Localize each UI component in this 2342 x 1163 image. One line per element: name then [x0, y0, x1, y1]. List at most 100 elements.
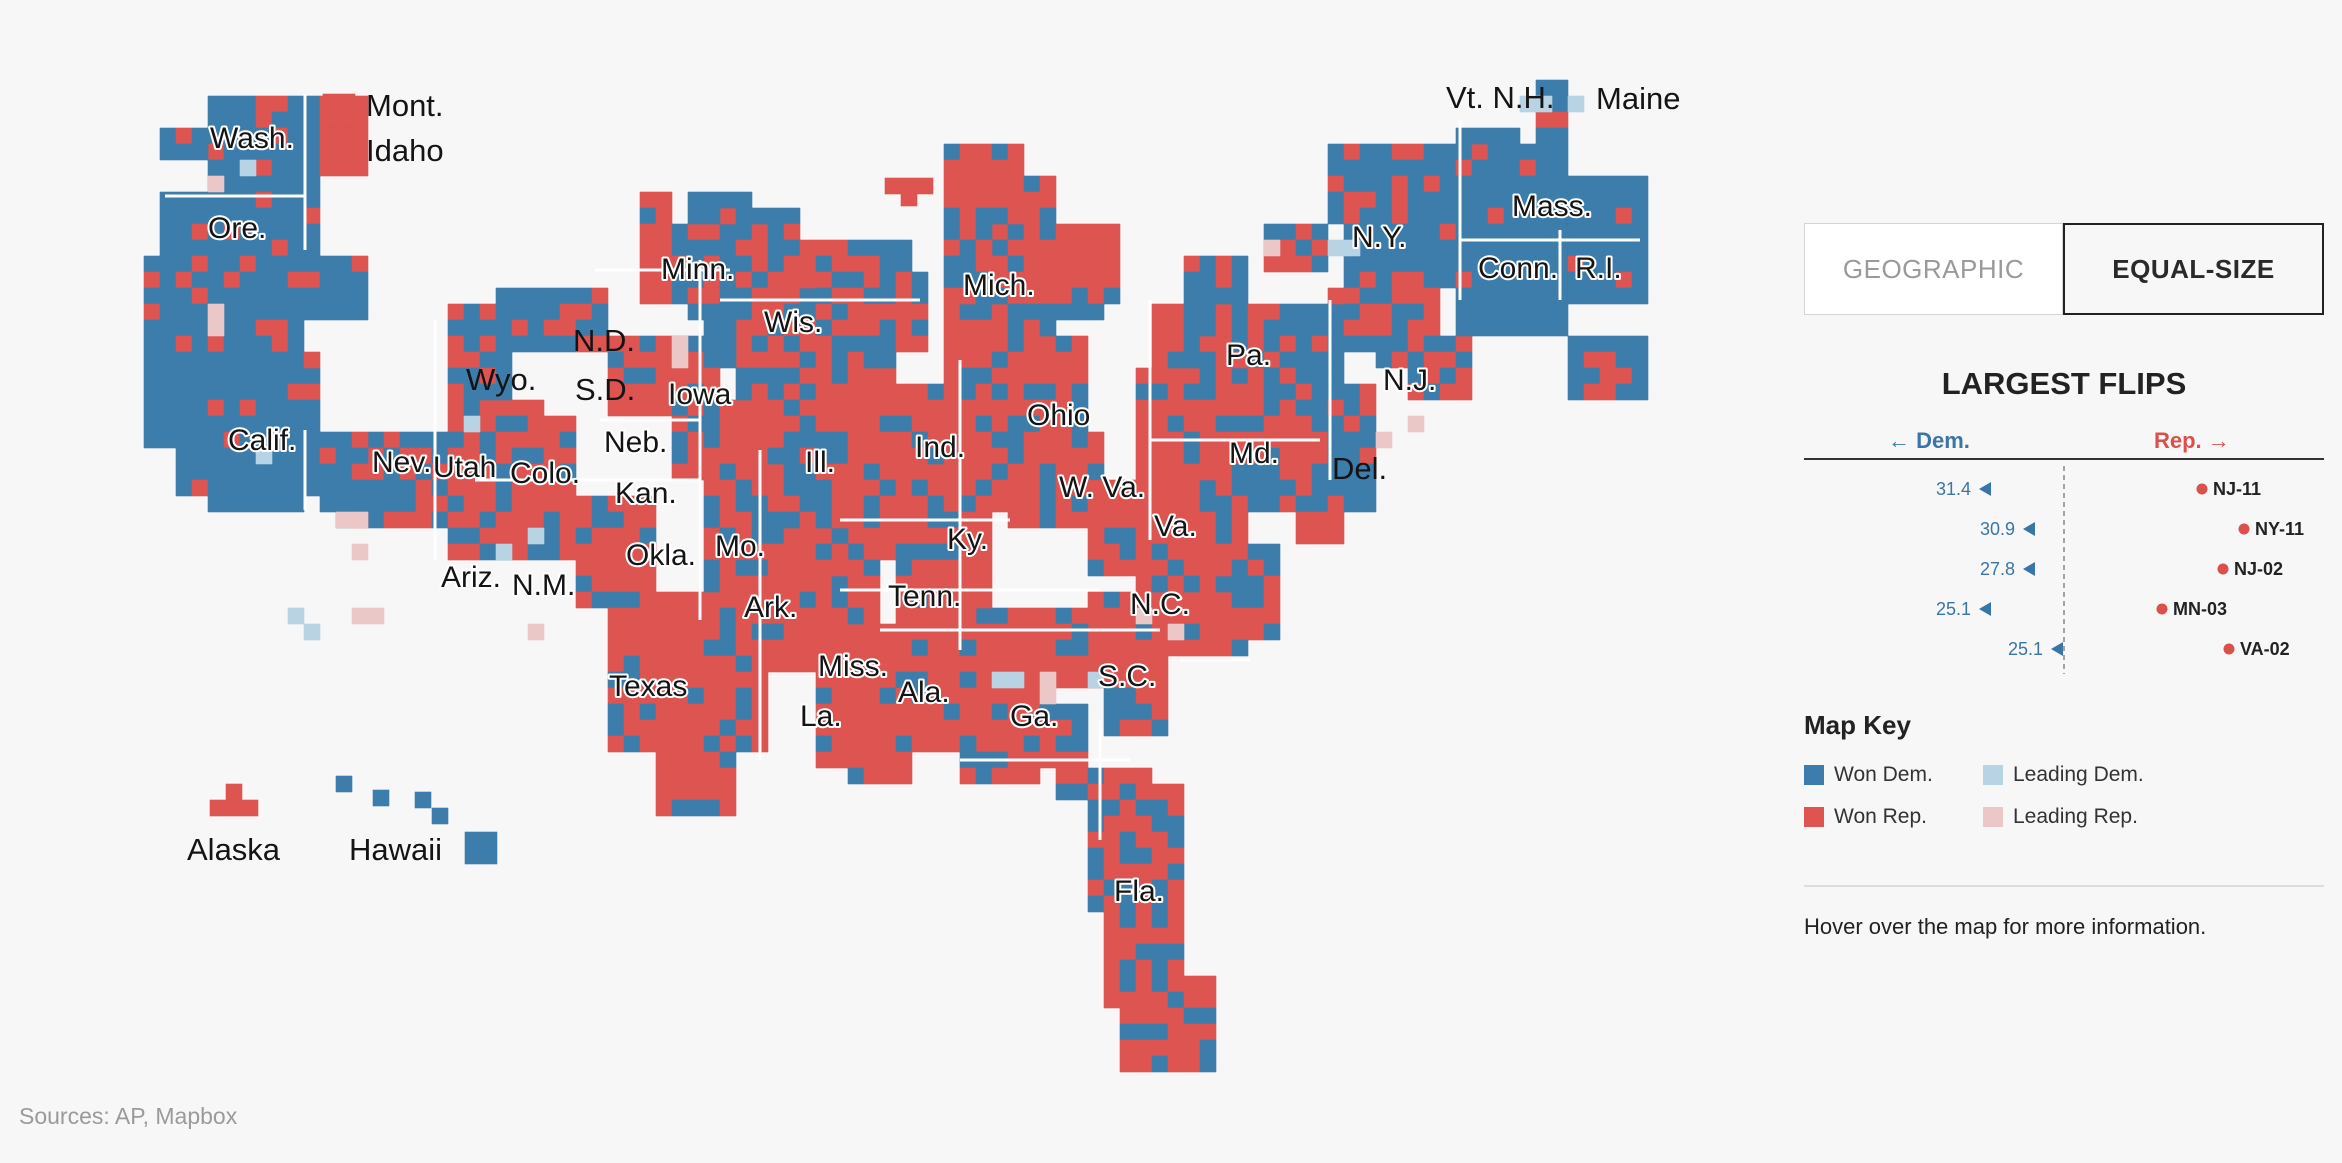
district-cell[interactable]: [1455, 239, 1473, 257]
district-cell[interactable]: [1199, 367, 1217, 385]
district-cell[interactable]: [1471, 319, 1489, 337]
district-cell[interactable]: [1263, 383, 1281, 401]
district-cell[interactable]: [559, 527, 577, 545]
district-cell[interactable]: [863, 543, 881, 561]
district-cell[interactable]: [1007, 623, 1025, 641]
district-cell[interactable]: [1375, 303, 1393, 321]
district-cell[interactable]: [1231, 271, 1249, 289]
district-cell[interactable]: [1071, 351, 1089, 369]
district-cell[interactable]: [735, 495, 753, 513]
district-cell[interactable]: [1199, 415, 1217, 433]
district-cell[interactable]: [991, 735, 1009, 753]
district-cell[interactable]: [831, 303, 849, 321]
district-cell[interactable]: [1423, 159, 1441, 177]
district-cell[interactable]: [1119, 943, 1137, 961]
district-cell[interactable]: [287, 207, 305, 225]
district-cell[interactable]: [751, 255, 769, 273]
district-cell[interactable]: [671, 223, 689, 241]
district-cell[interactable]: [1087, 847, 1105, 865]
district-cell[interactable]: [1503, 319, 1521, 337]
district-cell[interactable]: [1327, 527, 1345, 545]
district-cell[interactable]: [895, 415, 913, 433]
district-cell[interactable]: [863, 399, 881, 417]
district-cell[interactable]: [895, 559, 913, 577]
district-cell[interactable]: [607, 527, 625, 545]
district-cell[interactable]: [863, 367, 881, 385]
district-cell[interactable]: [367, 479, 385, 497]
district-cell[interactable]: [1167, 479, 1185, 497]
district-cell[interactable]: [1247, 543, 1265, 561]
district-cell[interactable]: [1023, 319, 1041, 337]
district-cell[interactable]: [1519, 143, 1537, 161]
district-cell[interactable]: [399, 479, 417, 497]
district-cell[interactable]: [1343, 143, 1361, 161]
district-cell[interactable]: [847, 479, 865, 497]
district-cell[interactable]: [831, 287, 849, 305]
district-cell[interactable]: [1151, 543, 1169, 561]
district-cell[interactable]: [767, 287, 785, 305]
district-cell[interactable]: [1407, 255, 1425, 273]
district-cell[interactable]: [447, 319, 465, 337]
district-cell[interactable]: [703, 287, 721, 305]
district-cell[interactable]: [1327, 175, 1345, 193]
district-cell[interactable]: [351, 303, 369, 321]
district-cell[interactable]: [991, 239, 1009, 257]
district-cell[interactable]: [1167, 799, 1185, 817]
district-cell[interactable]: [1471, 143, 1489, 161]
district-cell[interactable]: [1167, 895, 1185, 913]
district-cell[interactable]: [719, 671, 737, 689]
district-cell[interactable]: [1039, 351, 1057, 369]
district-cell[interactable]: [143, 383, 161, 401]
district-cell[interactable]: [271, 335, 289, 353]
district-cell[interactable]: [783, 287, 801, 305]
district-cell[interactable]: [895, 735, 913, 753]
district-cell[interactable]: [1103, 223, 1121, 241]
district-cell[interactable]: [1231, 591, 1249, 609]
district-cell[interactable]: [1599, 367, 1617, 385]
district-cell[interactable]: [495, 431, 513, 449]
district-cell[interactable]: [1471, 175, 1489, 193]
district-cell[interactable]: [735, 191, 753, 209]
district-cell[interactable]: [447, 335, 465, 353]
district-cell[interactable]: [895, 655, 913, 673]
district-cell[interactable]: [1439, 383, 1457, 401]
district-cell[interactable]: [831, 591, 849, 609]
district-cell[interactable]: [527, 335, 545, 353]
district-cell[interactable]: [847, 559, 865, 577]
district-cell[interactable]: [1039, 463, 1057, 481]
district-cell[interactable]: [1215, 543, 1233, 561]
district-cell[interactable]: [975, 383, 993, 401]
district-cell[interactable]: [464, 831, 482, 849]
district-cell[interactable]: [879, 543, 897, 561]
district-cell[interactable]: [831, 751, 849, 769]
district-cell[interactable]: [1455, 383, 1473, 401]
district-cell[interactable]: [1039, 431, 1057, 449]
district-cell[interactable]: [239, 335, 257, 353]
district-cell[interactable]: [895, 639, 913, 657]
district-cell[interactable]: [1263, 607, 1281, 625]
district-cell[interactable]: [1151, 991, 1169, 1009]
district-cell[interactable]: [1279, 255, 1297, 273]
district-cell[interactable]: [271, 287, 289, 305]
district-cell[interactable]: [1215, 319, 1233, 337]
district-cell[interactable]: [1439, 255, 1457, 273]
district-cell[interactable]: [703, 319, 721, 337]
district-cell[interactable]: [319, 463, 337, 481]
district-cell[interactable]: [1503, 223, 1521, 241]
district-cell[interactable]: [1359, 399, 1377, 417]
district-cell[interactable]: [1167, 815, 1185, 833]
district-cell[interactable]: [799, 655, 817, 673]
district-cell[interactable]: [1167, 303, 1185, 321]
district-cell[interactable]: [1167, 559, 1185, 577]
district-cell[interactable]: [1551, 143, 1569, 161]
district-cell[interactable]: [1407, 207, 1425, 225]
district-cell[interactable]: [1631, 287, 1649, 305]
district-cell[interactable]: [975, 175, 993, 193]
district-cell[interactable]: [1135, 1055, 1153, 1073]
district-cell[interactable]: [863, 383, 881, 401]
district-cell[interactable]: [255, 303, 273, 321]
district-cell[interactable]: [879, 751, 897, 769]
district-cell[interactable]: [495, 383, 513, 401]
district-cell[interactable]: [1039, 639, 1057, 657]
district-cell[interactable]: [351, 447, 369, 465]
